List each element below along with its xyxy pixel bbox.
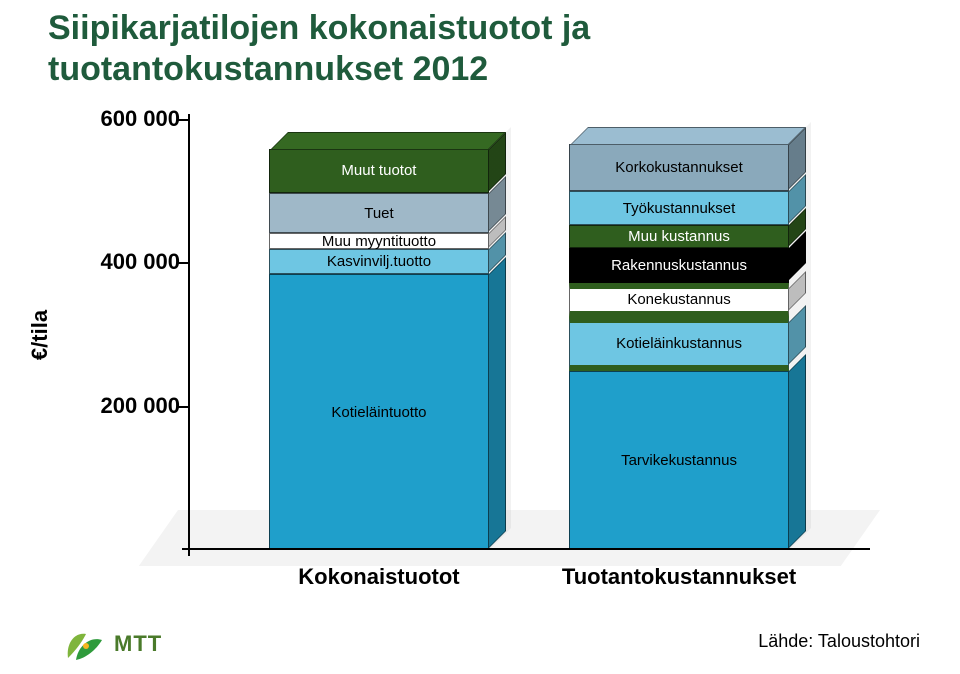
bar-segment: Työkustannukset — [569, 191, 789, 225]
stacked-bar: Kotieläintuotto Kasvinvilj.tuotto Muu myyn… — [269, 149, 489, 550]
source-label: Lähde: Taloustohtori — [758, 631, 920, 652]
bar-segment: Rakennuskustannus — [569, 248, 789, 282]
segment-label: Konekustannus — [627, 291, 730, 308]
y-tick-label: 600 000 — [70, 106, 180, 132]
y-tick-label: 200 000 — [70, 393, 180, 419]
chart-title: Siipikarjatilojen kokonaistuotot ja tuot… — [48, 8, 590, 90]
y-tick-mark — [178, 262, 188, 264]
bar-segment: Tuet — [269, 193, 489, 233]
segment-label: Rakennuskustannus — [611, 257, 747, 274]
segment-label: Muut tuotot — [341, 162, 416, 179]
title-line-1: Siipikarjatilojen kokonaistuotot ja — [48, 8, 590, 49]
bar-segment: Kotieläintuotto — [269, 274, 489, 550]
bar-segment: Kotieläinkustannus — [569, 317, 789, 371]
y-tick-mark — [178, 119, 188, 121]
x-axis-line — [182, 548, 870, 550]
x-tick-label: Tuotantokustannukset — [549, 564, 809, 590]
segment-label: Kasvinvilj.tuotto — [327, 253, 431, 270]
y-axis-label: €/tila — [27, 310, 53, 360]
bar-segment: Tarvikekustannus — [569, 371, 789, 550]
segment-label: Kotieläinkustannus — [616, 335, 742, 352]
segment-label: Tuet — [364, 205, 393, 222]
segment-label: Muu myyntituotto — [322, 233, 436, 250]
x-tick-label: Kokonaistuotot — [249, 564, 509, 590]
bar-segment: Muut tuotot — [269, 149, 489, 193]
y-axis: €/tila 0200 000400 000600 000 — [70, 120, 180, 550]
mtt-logo-icon — [62, 624, 108, 664]
segment-label: Tarvikekustannus — [621, 452, 737, 469]
plot-area: Kotieläintuotto Kasvinvilj.tuotto Muu myyn… — [188, 120, 870, 550]
chart: €/tila 0200 000400 000600 000 Kotieläint… — [70, 120, 870, 550]
segment-label: Korkokustannukset — [615, 159, 743, 176]
stacked-bar: Tarvikekustannus Kotieläinkustannus Koneku… — [569, 144, 789, 550]
bar-segment: Kasvinvilj.tuotto — [269, 249, 489, 274]
segment-label: Työkustannukset — [623, 200, 736, 217]
bar-segment: Muu myyntituotto — [269, 233, 489, 249]
segment-label: Muu kustannus — [628, 228, 730, 245]
bar-segment: Korkokustannukset — [569, 144, 789, 191]
y-tick-label: 400 000 — [70, 249, 180, 275]
mtt-logo: MTT — [62, 624, 162, 664]
mtt-logo-text: MTT — [114, 631, 162, 657]
y-tick-mark — [178, 406, 188, 408]
segment-label: Kotieläintuotto — [331, 404, 426, 421]
bar-segment: Muu kustannus — [569, 225, 789, 248]
title-line-2: tuotantokustannukset 2012 — [48, 49, 590, 90]
y-axis-line — [188, 114, 190, 556]
bar-segment: Konekustannus — [569, 283, 789, 317]
